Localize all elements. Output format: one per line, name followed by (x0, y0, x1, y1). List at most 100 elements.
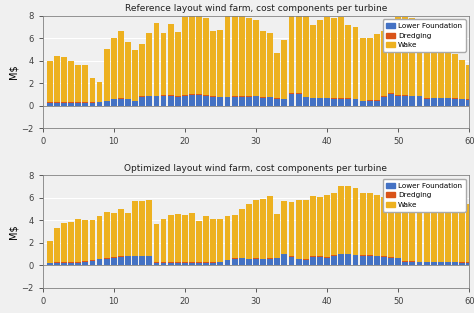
Bar (346, 186, 351, 254)
Legend: Lower Foundation, Dredging, Wake: Lower Foundation, Dredging, Wake (383, 19, 465, 52)
Bar (267, 259, 273, 265)
Bar (445, 200, 451, 262)
Bar (54, 262, 60, 263)
Bar (104, 258, 109, 259)
Bar (410, 262, 415, 265)
Bar (388, 94, 394, 106)
Bar (338, 186, 344, 254)
Bar (175, 214, 181, 262)
Bar (196, 221, 202, 262)
Bar (210, 96, 216, 97)
Bar (175, 262, 181, 263)
Bar (459, 59, 465, 99)
Bar (331, 18, 337, 98)
Bar (402, 261, 408, 262)
Bar (182, 95, 188, 106)
Bar (324, 195, 330, 257)
Bar (175, 263, 181, 265)
Bar (196, 13, 202, 95)
Bar (317, 257, 323, 265)
Bar (139, 44, 145, 96)
Bar (182, 263, 188, 265)
Bar (161, 95, 166, 106)
Bar (253, 96, 259, 106)
Bar (154, 23, 159, 95)
Bar (61, 103, 67, 106)
Bar (282, 100, 287, 106)
Bar (68, 103, 74, 106)
Bar (296, 259, 301, 265)
Bar (232, 11, 237, 96)
Bar (139, 256, 145, 265)
Bar (402, 95, 408, 106)
Bar (182, 215, 188, 262)
Title: Optimized layout wind farm, cost components per turbine: Optimized layout wind farm, cost compone… (125, 164, 387, 173)
Bar (289, 16, 294, 93)
Bar (47, 263, 53, 265)
Bar (61, 102, 67, 103)
Bar (381, 198, 387, 256)
Bar (239, 97, 245, 106)
Bar (210, 97, 216, 106)
Bar (402, 201, 408, 261)
Bar (146, 33, 152, 95)
Bar (296, 9, 301, 93)
Bar (97, 102, 102, 106)
Bar (452, 201, 458, 262)
Bar (452, 99, 458, 106)
Bar (225, 14, 230, 97)
Bar (239, 96, 245, 97)
Bar (466, 65, 472, 100)
Bar (161, 263, 166, 265)
Bar (68, 102, 74, 103)
Bar (239, 15, 245, 96)
Bar (331, 99, 337, 106)
Bar (239, 258, 245, 265)
Bar (146, 96, 152, 106)
Bar (125, 42, 131, 99)
Bar (54, 102, 60, 103)
Bar (324, 17, 330, 98)
Bar (218, 30, 223, 97)
Bar (388, 198, 394, 257)
Bar (139, 201, 145, 256)
Bar (310, 25, 316, 98)
Bar (253, 259, 259, 265)
Bar (161, 262, 166, 263)
Bar (410, 95, 415, 96)
Bar (82, 262, 88, 265)
Bar (246, 204, 252, 259)
Bar (303, 16, 309, 97)
Bar (431, 22, 437, 98)
Bar (218, 262, 223, 265)
Bar (388, 27, 394, 93)
Bar (75, 219, 81, 262)
Bar (218, 97, 223, 106)
Bar (97, 82, 102, 102)
Bar (353, 100, 358, 106)
Bar (146, 95, 152, 96)
Bar (267, 33, 273, 97)
Bar (246, 96, 252, 97)
Bar (246, 259, 252, 265)
Bar (459, 203, 465, 262)
Bar (196, 262, 202, 263)
Bar (154, 95, 159, 96)
Bar (381, 31, 387, 96)
Bar (274, 53, 280, 98)
Bar (154, 263, 159, 265)
Bar (161, 219, 166, 262)
Bar (338, 98, 344, 99)
Bar (381, 256, 387, 257)
Bar (296, 200, 301, 259)
Bar (438, 262, 444, 265)
Bar (232, 97, 237, 106)
Bar (82, 220, 88, 261)
Bar (111, 258, 117, 265)
Bar (189, 13, 195, 95)
Bar (282, 40, 287, 99)
Bar (225, 260, 230, 265)
Bar (417, 95, 422, 96)
Bar (317, 256, 323, 257)
Bar (289, 202, 294, 256)
